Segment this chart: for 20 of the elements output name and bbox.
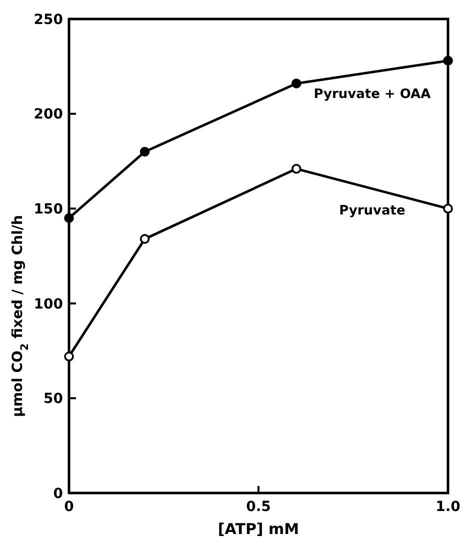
point (64, 213, 74, 223)
y-tick-label: 250 (34, 12, 64, 28)
point (140, 234, 150, 244)
y-tick-label: 0 (53, 486, 64, 502)
series-label: Pyruvate (339, 204, 406, 219)
point (292, 164, 302, 174)
x-tick-label: 0.5 (246, 499, 271, 515)
x-tick-label: 0 (64, 499, 74, 515)
series-label: Pyruvate + OAA (314, 87, 431, 102)
point (140, 146, 150, 157)
point (443, 56, 453, 66)
y-tick-label: 150 (34, 202, 64, 218)
y-tick-label: 100 (34, 296, 64, 312)
x-axis-title: [ATP] mM (218, 520, 300, 538)
x-tick-label: 1.0 (436, 499, 461, 515)
point (292, 78, 302, 88)
point (64, 352, 74, 362)
y-tick-label: 200 (34, 106, 64, 123)
y-tick-label: 50 (44, 391, 64, 408)
point (443, 204, 453, 214)
